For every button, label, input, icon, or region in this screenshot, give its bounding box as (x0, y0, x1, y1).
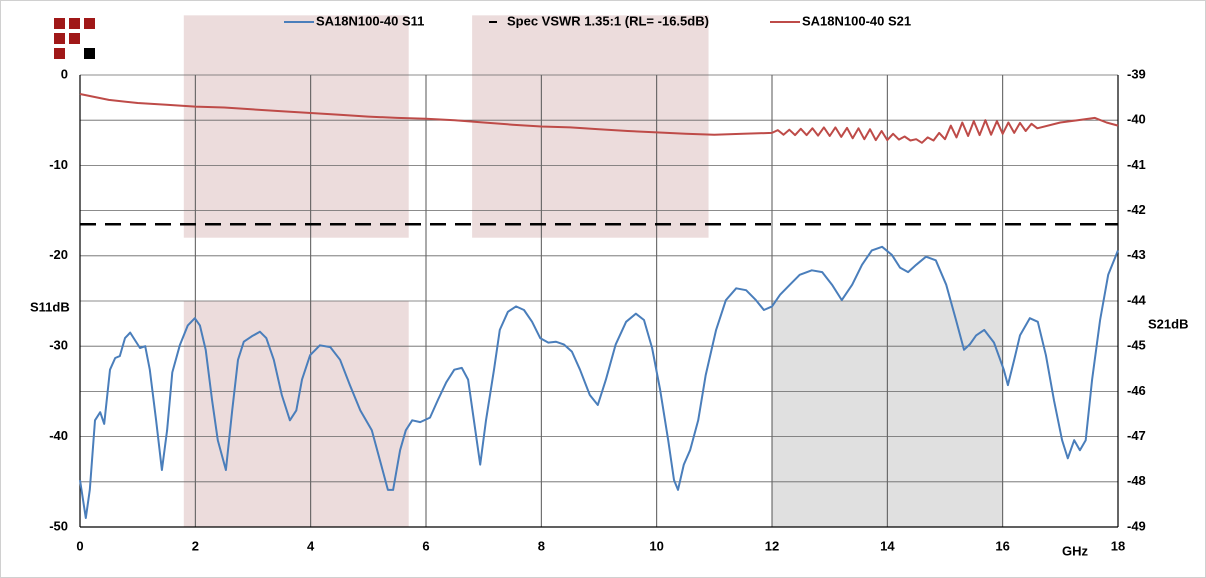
legend-label: Spec VSWR 1.35:1 (RL= -16.5dB) (507, 13, 709, 28)
x-tick-label: 14 (880, 538, 895, 553)
x-tick-label: 12 (765, 538, 779, 553)
logo-square (54, 18, 65, 29)
x-tick-label: 6 (422, 538, 429, 553)
x-tick-label: 0 (76, 538, 83, 553)
legend: SA18N100-40 S11 Spec VSWR 1.35:1 (RL= -16… (284, 13, 911, 28)
y-tick-label: -50 (49, 518, 68, 533)
logo-square (69, 33, 80, 44)
y2-tick-label: -43 (1127, 247, 1146, 262)
y2-tick-label: -47 (1127, 428, 1146, 443)
y2-tick-label: -41 (1127, 157, 1146, 172)
x-tick-label: 4 (307, 538, 315, 553)
y2-tick-label: -48 (1127, 473, 1146, 488)
y2-tick-label: -49 (1127, 518, 1146, 533)
x-tick-label: 18 (1111, 538, 1125, 553)
y2-axis-label: S21dB (1148, 316, 1188, 331)
logo-square (54, 33, 65, 44)
logo-square (54, 48, 65, 59)
y2-tick-label: -44 (1127, 292, 1147, 307)
y-tick-label: -20 (49, 247, 68, 262)
x-tick-label: 10 (649, 538, 663, 553)
y2-tick-label: -40 (1127, 112, 1146, 127)
logo (54, 18, 95, 59)
x-axis-label: GHz (1062, 543, 1089, 558)
y-tick-label: -30 (49, 338, 68, 353)
y-axis-label: S11dB (30, 299, 70, 314)
legend-label: SA18N100-40 S11 (316, 13, 424, 28)
logo-square (69, 18, 80, 29)
logo-square (84, 18, 95, 29)
y-tick-label: -10 (49, 157, 68, 172)
shaded-region (183, 301, 409, 527)
y2-tick-label: -46 (1127, 383, 1146, 398)
y2-tick-label: -42 (1127, 202, 1146, 217)
y-tick-label: -40 (49, 428, 68, 443)
series-line (79, 93, 1119, 144)
legend-label: SA18N100-40 S21 (802, 13, 911, 28)
y-tick-label: 0 (61, 66, 68, 81)
x-tick-label: 2 (192, 538, 199, 553)
shaded-region (472, 15, 709, 238)
shaded-region (183, 15, 409, 238)
x-tick-label: 16 (995, 538, 1009, 553)
y2-tick-label: -39 (1127, 66, 1146, 81)
logo-square (84, 48, 95, 59)
x-tick-label: 8 (538, 538, 545, 553)
y2-tick-label: -45 (1127, 338, 1146, 353)
series-line (79, 245, 1119, 519)
